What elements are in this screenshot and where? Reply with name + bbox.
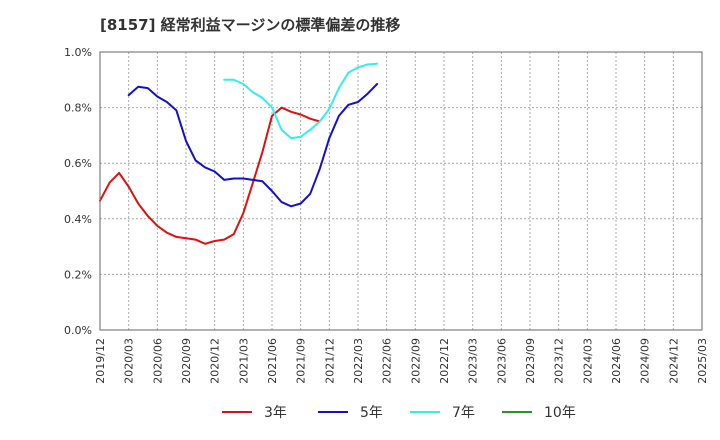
series-line-2 bbox=[223, 62, 379, 140]
x-tick-label: 2020/12 bbox=[209, 338, 222, 384]
y-tick-label: 0.0% bbox=[64, 324, 92, 337]
x-tick-label: 2023/12 bbox=[553, 338, 566, 384]
x-tick-label: 2020/09 bbox=[180, 338, 193, 384]
x-tick-label: 2022/12 bbox=[438, 338, 451, 384]
legend-label-0: 3年 bbox=[264, 405, 287, 421]
grid-lines bbox=[99, 51, 703, 331]
x-tick-label: 2023/03 bbox=[467, 338, 480, 384]
y-tick-label: 1.0% bbox=[64, 46, 92, 59]
x-tick-label: 2024/06 bbox=[610, 338, 623, 384]
x-tick-label: 2021/06 bbox=[266, 338, 279, 384]
x-tick-label: 2021/03 bbox=[237, 338, 250, 384]
legend: 3年 5年 7年 10年 bbox=[222, 405, 576, 421]
y-tick-label: 0.2% bbox=[64, 268, 92, 281]
x-tick-label: 2024/03 bbox=[581, 338, 594, 384]
series-lines bbox=[99, 62, 379, 245]
x-tick-label: 2023/06 bbox=[495, 338, 508, 384]
y-axis-ticks: 0.0% 0.2% 0.4% 0.6% 0.8% 1.0% bbox=[64, 46, 92, 337]
x-tick-label: 2019/12 bbox=[94, 338, 107, 384]
x-tick-label: 2020/06 bbox=[151, 338, 164, 384]
x-axis-ticks: 2019/12 2020/03 2020/06 2020/09 2020/12 2021/… bbox=[94, 338, 709, 384]
x-tick-label: 2022/03 bbox=[352, 338, 365, 384]
legend-label-2: 7年 bbox=[452, 405, 475, 421]
x-tick-label: 2023/09 bbox=[524, 338, 537, 384]
x-tick-label: 2021/09 bbox=[295, 338, 308, 384]
x-tick-label: 2024/09 bbox=[639, 338, 652, 384]
y-tick-label: 0.4% bbox=[64, 213, 92, 226]
x-tick-label: 2025/03 bbox=[696, 338, 709, 384]
x-tick-label: 2021/12 bbox=[323, 338, 336, 384]
x-tick-label: 2020/03 bbox=[123, 338, 136, 384]
x-tick-label: 2022/09 bbox=[409, 338, 422, 384]
y-tick-label: 0.6% bbox=[64, 157, 92, 170]
legend-label-1: 5年 bbox=[360, 405, 383, 421]
plot-frame bbox=[99, 51, 703, 331]
chart-title: [8157] 経常利益マージンの標準偏差の推移 bbox=[100, 16, 400, 34]
y-tick-label: 0.8% bbox=[64, 102, 92, 115]
series-line-0 bbox=[99, 106, 321, 245]
x-tick-label: 2022/06 bbox=[381, 338, 394, 384]
x-tick-label: 2024/12 bbox=[667, 338, 680, 384]
legend-label-3: 10年 bbox=[544, 405, 576, 421]
series-line-1 bbox=[127, 83, 379, 208]
